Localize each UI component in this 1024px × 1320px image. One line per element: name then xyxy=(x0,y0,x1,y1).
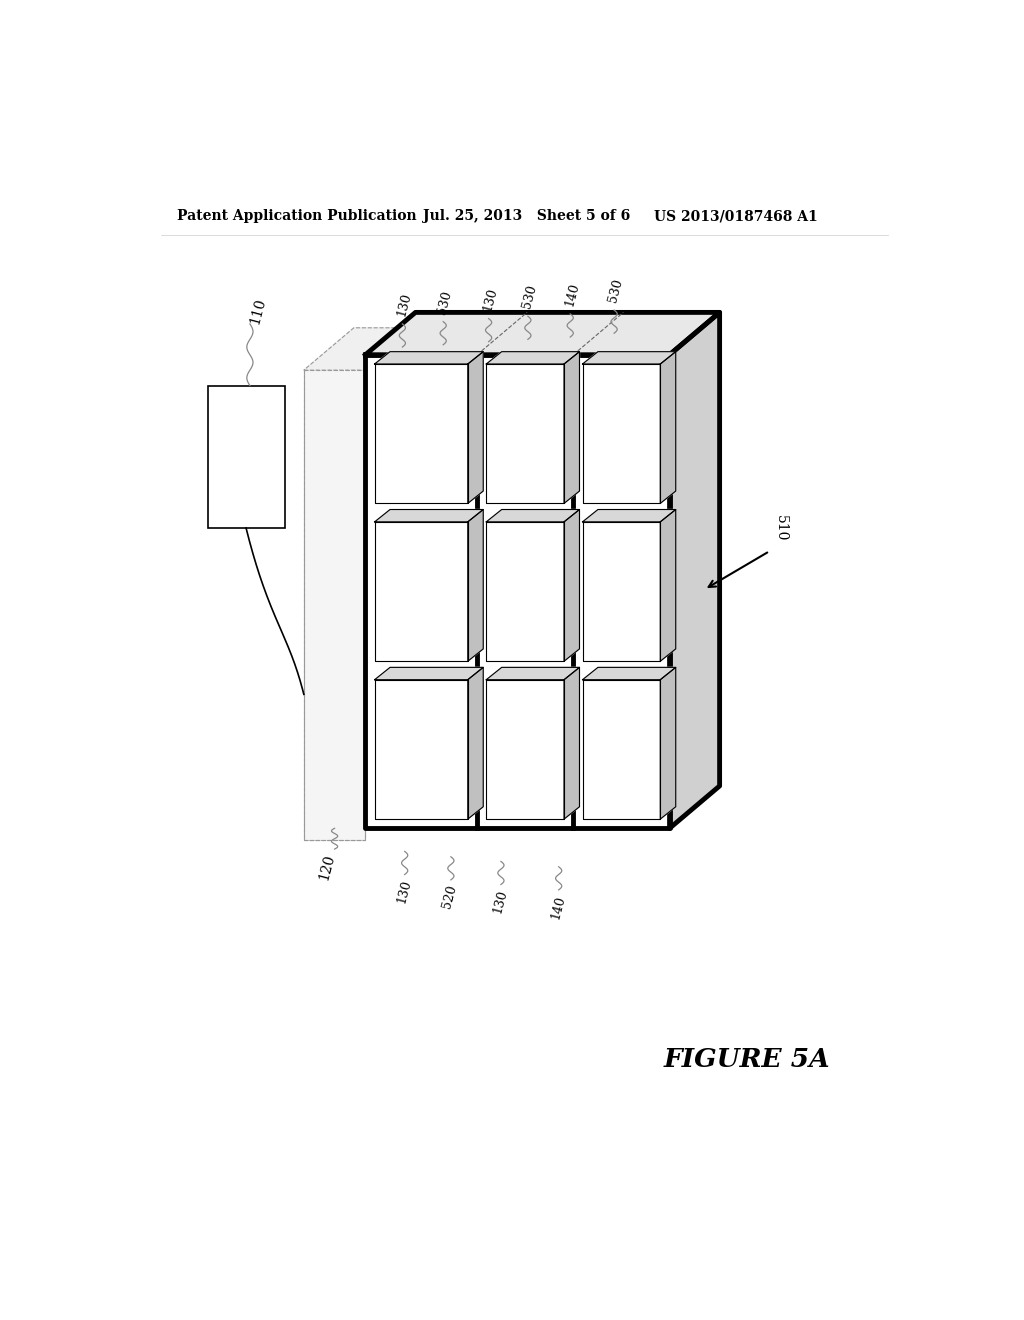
Text: 120: 120 xyxy=(316,853,337,882)
Polygon shape xyxy=(583,680,660,818)
Text: 130: 130 xyxy=(394,292,414,318)
Polygon shape xyxy=(660,351,676,503)
Bar xyxy=(208,385,285,528)
Polygon shape xyxy=(660,510,676,661)
Polygon shape xyxy=(304,370,366,840)
Polygon shape xyxy=(670,313,720,829)
Polygon shape xyxy=(304,327,416,370)
Text: 140: 140 xyxy=(562,281,582,308)
Text: 520: 520 xyxy=(440,884,460,909)
Text: 130: 130 xyxy=(490,888,510,915)
Polygon shape xyxy=(486,680,564,818)
Text: 530: 530 xyxy=(606,277,625,304)
Polygon shape xyxy=(366,355,670,829)
Polygon shape xyxy=(660,668,676,818)
Text: FIGURE 5A: FIGURE 5A xyxy=(664,1047,829,1072)
Polygon shape xyxy=(486,510,580,521)
Polygon shape xyxy=(564,351,580,503)
Text: 130: 130 xyxy=(480,286,500,313)
Text: 110: 110 xyxy=(248,296,268,326)
Polygon shape xyxy=(375,521,468,661)
Polygon shape xyxy=(486,364,564,503)
Polygon shape xyxy=(486,351,580,364)
Text: Jul. 25, 2013   Sheet 5 of 6: Jul. 25, 2013 Sheet 5 of 6 xyxy=(423,209,631,223)
Text: 130: 130 xyxy=(394,878,414,906)
Text: 530: 530 xyxy=(435,289,454,315)
Polygon shape xyxy=(564,510,580,661)
Polygon shape xyxy=(583,521,660,661)
Polygon shape xyxy=(583,668,676,680)
Text: 140: 140 xyxy=(549,894,567,920)
Polygon shape xyxy=(375,364,468,503)
Polygon shape xyxy=(375,351,483,364)
Polygon shape xyxy=(583,364,660,503)
Text: US 2013/0187468 A1: US 2013/0187468 A1 xyxy=(654,209,818,223)
Polygon shape xyxy=(486,521,564,661)
Polygon shape xyxy=(375,668,483,680)
Polygon shape xyxy=(468,510,483,661)
Polygon shape xyxy=(468,351,483,503)
Polygon shape xyxy=(486,668,580,680)
Text: 510: 510 xyxy=(774,515,788,541)
Polygon shape xyxy=(375,680,468,818)
Polygon shape xyxy=(375,510,483,521)
Polygon shape xyxy=(583,351,676,364)
Polygon shape xyxy=(366,313,720,355)
Text: 530: 530 xyxy=(520,284,539,310)
Polygon shape xyxy=(468,668,483,818)
Polygon shape xyxy=(583,510,676,521)
Text: Patent Application Publication: Patent Application Publication xyxy=(177,209,417,223)
Polygon shape xyxy=(564,668,580,818)
